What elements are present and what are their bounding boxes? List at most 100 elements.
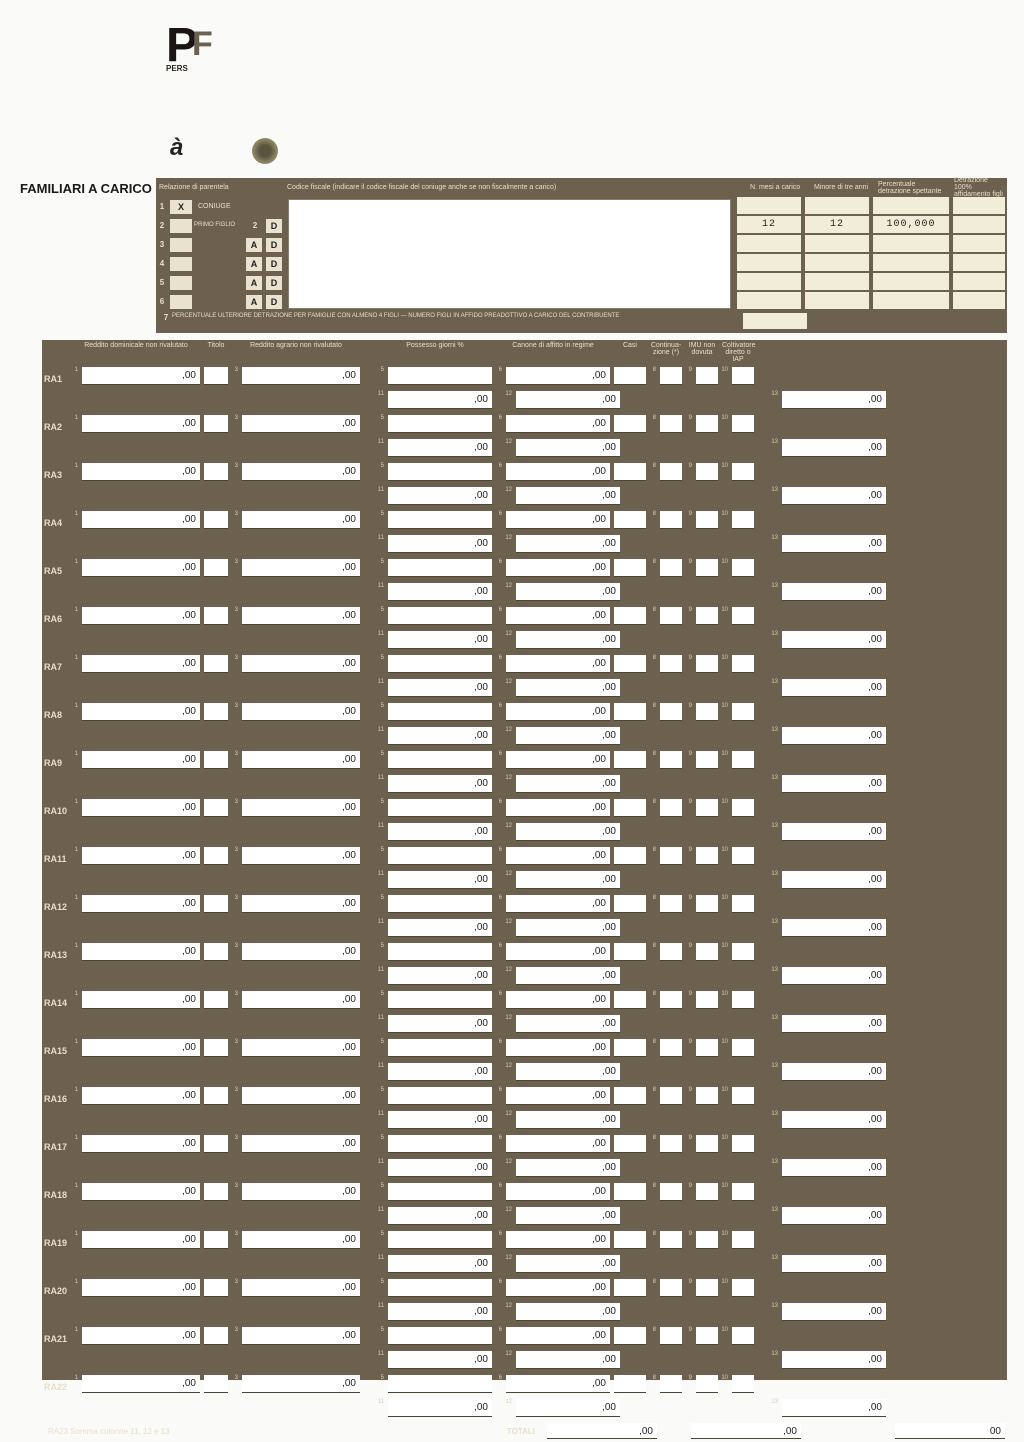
ra-c9[interactable] <box>696 1087 718 1105</box>
fam-cell[interactable] <box>953 292 1005 309</box>
ra-c3[interactable]: ,00 <box>242 847 360 865</box>
ra-c7[interactable] <box>614 1231 646 1249</box>
ra-c5[interactable] <box>388 1183 492 1201</box>
ra-c11[interactable]: ,00 <box>388 1399 492 1417</box>
ra-c11[interactable]: ,00 <box>388 871 492 889</box>
ra-c12[interactable]: ,00 <box>516 967 620 985</box>
ra-c10[interactable] <box>732 1375 754 1393</box>
ra-c12[interactable]: ,00 <box>516 1015 620 1033</box>
ra-c3[interactable]: ,00 <box>242 1135 360 1153</box>
fam-chk[interactable] <box>170 295 192 309</box>
fam-cell[interactable] <box>873 273 949 290</box>
ra-c6[interactable]: ,00 <box>506 559 610 577</box>
ra-c7[interactable] <box>614 1279 646 1297</box>
ra-c13[interactable]: ,00 <box>782 871 886 889</box>
ra-c3[interactable]: ,00 <box>242 415 360 433</box>
ra-c7[interactable] <box>614 655 646 673</box>
ra-c11[interactable]: ,00 <box>388 1111 492 1129</box>
ra-c5[interactable] <box>388 1327 492 1345</box>
ra-c6[interactable]: ,00 <box>506 511 610 529</box>
ra-c10[interactable] <box>732 1279 754 1297</box>
ra-c8[interactable] <box>660 991 682 1009</box>
ra-c12[interactable]: ,00 <box>516 1255 620 1273</box>
fam-perc[interactable]: 100,000 <box>873 216 949 233</box>
ra-c2[interactable] <box>204 1375 228 1393</box>
ra-c1[interactable]: ,00 <box>82 991 200 1009</box>
ra-c10[interactable] <box>732 1231 754 1249</box>
ra-c3[interactable]: ,00 <box>242 1375 360 1393</box>
fam-cell[interactable] <box>805 273 869 290</box>
ra-c8[interactable] <box>660 895 682 913</box>
ra-c8[interactable] <box>660 1183 682 1201</box>
ra-c3[interactable]: ,00 <box>242 1231 360 1249</box>
ra-c3[interactable]: ,00 <box>242 991 360 1009</box>
ra-c5[interactable] <box>388 799 492 817</box>
ra-c6[interactable]: ,00 <box>506 655 610 673</box>
fam-chk[interactable] <box>170 238 192 252</box>
ra-c12[interactable]: ,00 <box>516 391 620 409</box>
ra-c9[interactable] <box>696 799 718 817</box>
ra-c7[interactable] <box>614 1039 646 1057</box>
ra-c3[interactable]: ,00 <box>242 367 360 385</box>
ra-c10[interactable] <box>732 943 754 961</box>
ra-c8[interactable] <box>660 943 682 961</box>
fam-row7-cell[interactable] <box>743 313 807 329</box>
ra-c1[interactable]: ,00 <box>82 415 200 433</box>
ra-c1[interactable]: ,00 <box>82 1087 200 1105</box>
ra-c10[interactable] <box>732 703 754 721</box>
ra-c6[interactable]: ,00 <box>506 1231 610 1249</box>
ra-c12[interactable]: ,00 <box>516 583 620 601</box>
ra-c7[interactable] <box>614 463 646 481</box>
ra-c6[interactable]: ,00 <box>506 799 610 817</box>
ra-c10[interactable] <box>732 1183 754 1201</box>
ra-c5[interactable] <box>388 1279 492 1297</box>
ra-c9[interactable] <box>696 751 718 769</box>
ra-c1[interactable]: ,00 <box>82 703 200 721</box>
fam-a[interactable]: A <box>246 295 262 309</box>
ra-c6[interactable]: ,00 <box>506 1087 610 1105</box>
ra-c1[interactable]: ,00 <box>82 511 200 529</box>
fam-cell[interactable] <box>737 292 801 309</box>
ra-c5[interactable] <box>388 1087 492 1105</box>
ra-c1[interactable]: ,00 <box>82 1279 200 1297</box>
ra-c7[interactable] <box>614 847 646 865</box>
ra-c13[interactable]: ,00 <box>782 391 886 409</box>
ra-c2[interactable] <box>204 415 228 433</box>
ra-c10[interactable] <box>732 751 754 769</box>
ra-c7[interactable] <box>614 751 646 769</box>
ra-c3[interactable]: ,00 <box>242 511 360 529</box>
ra-c11[interactable]: ,00 <box>388 391 492 409</box>
fam-cell[interactable] <box>873 197 949 214</box>
ra-c13[interactable]: ,00 <box>782 583 886 601</box>
ra-c1[interactable]: ,00 <box>82 1135 200 1153</box>
ra-c1[interactable]: ,00 <box>82 1231 200 1249</box>
ra-c6[interactable]: ,00 <box>506 703 610 721</box>
ra-c9[interactable] <box>696 943 718 961</box>
ra-c8[interactable] <box>660 751 682 769</box>
fam-detr[interactable] <box>953 216 1005 233</box>
ra-c7[interactable] <box>614 415 646 433</box>
ra-c12[interactable]: ,00 <box>516 1063 620 1081</box>
ra-c5[interactable] <box>388 367 492 385</box>
ra-c7[interactable] <box>614 1087 646 1105</box>
ra-c9[interactable] <box>696 1231 718 1249</box>
ra-c1[interactable]: ,00 <box>82 943 200 961</box>
ra-c6[interactable]: ,00 <box>506 415 610 433</box>
ra-c2[interactable] <box>204 511 228 529</box>
ra-c12[interactable]: ,00 <box>516 775 620 793</box>
ra-c2[interactable] <box>204 1135 228 1153</box>
ra-c11[interactable]: ,00 <box>388 919 492 937</box>
ra-c12[interactable]: ,00 <box>516 727 620 745</box>
ra-c12[interactable]: ,00 <box>516 1111 620 1129</box>
ra-c12[interactable]: ,00 <box>516 1207 620 1225</box>
ra-c9[interactable] <box>696 607 718 625</box>
ra-c8[interactable] <box>660 463 682 481</box>
fam-minore[interactable]: 12 <box>805 216 869 233</box>
fam-cell[interactable] <box>737 273 801 290</box>
fam-coniuge-x[interactable]: X <box>170 200 192 214</box>
ra-c10[interactable] <box>732 1039 754 1057</box>
ra-c1[interactable]: ,00 <box>82 1375 200 1393</box>
ra-c2[interactable] <box>204 463 228 481</box>
ra-c3[interactable]: ,00 <box>242 943 360 961</box>
ra-c5[interactable] <box>388 655 492 673</box>
